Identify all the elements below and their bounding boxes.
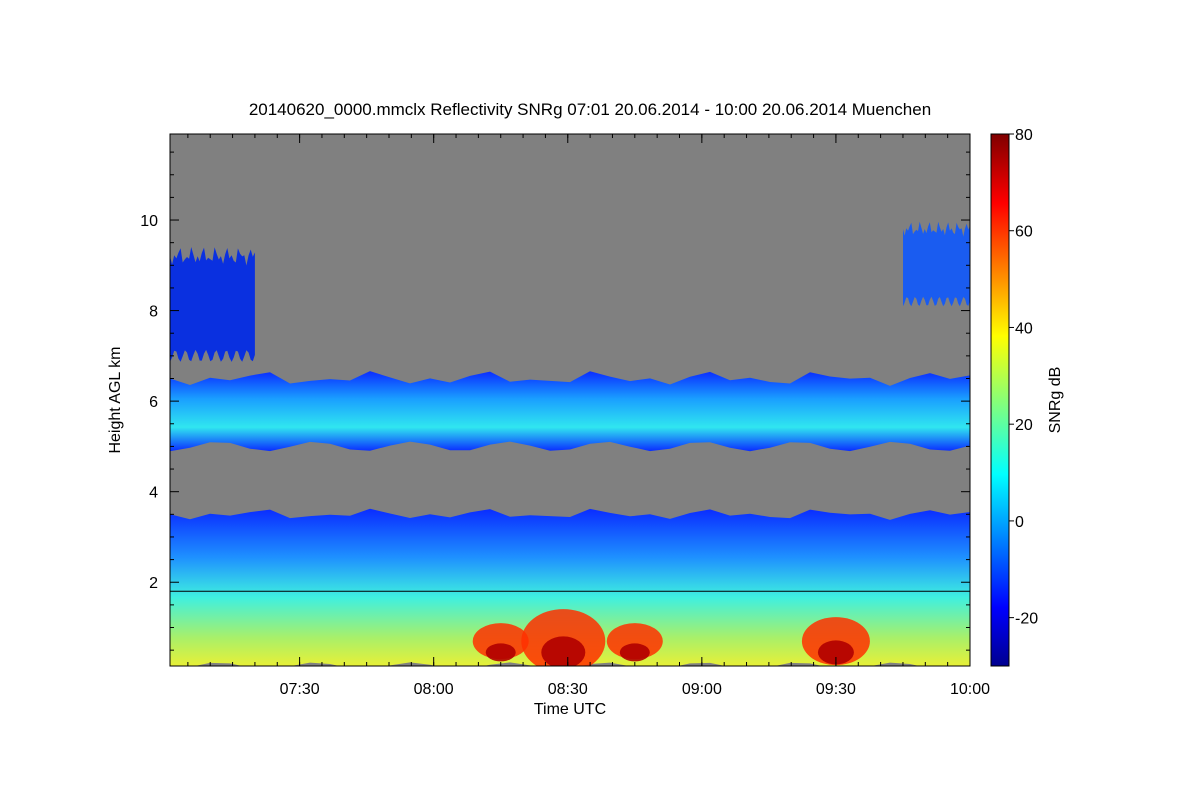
x-tick-label: 08:00 bbox=[414, 681, 454, 698]
upper-cloud bbox=[903, 221, 970, 307]
colorbar-tick-label: 0 bbox=[1015, 514, 1024, 531]
upper-patches bbox=[170, 247, 255, 362]
convective-core-center bbox=[541, 636, 586, 666]
colorbar-tick-label: 40 bbox=[1015, 320, 1033, 337]
x-tick-label: 08:30 bbox=[548, 681, 588, 698]
colorbar-ticks: -20 0 20 40 60 80 bbox=[1009, 127, 1038, 628]
convective-core-center bbox=[817, 640, 854, 665]
convective-core-center bbox=[485, 643, 516, 662]
y-tick-label: 10 bbox=[140, 213, 158, 230]
cirrus-layer bbox=[170, 371, 970, 452]
plot-frame bbox=[169, 133, 971, 667]
boundary-layer bbox=[170, 508, 970, 666]
x-tick-label: 10:00 bbox=[950, 681, 990, 698]
x-tick-label: 07:30 bbox=[280, 681, 320, 698]
y-tick-label: 8 bbox=[149, 304, 158, 321]
colorbar bbox=[990, 133, 1010, 667]
colorbar-tick-label: 80 bbox=[1015, 127, 1033, 144]
y-axis-label: Height AGL km bbox=[107, 346, 124, 453]
y-tick-label: 4 bbox=[149, 485, 158, 502]
y-tick-label: 6 bbox=[149, 394, 158, 411]
colorbar-tick-label: 20 bbox=[1015, 417, 1033, 434]
overlay-line bbox=[170, 584, 970, 592]
colorbar-label: SNRg dB bbox=[1047, 367, 1064, 434]
x-tick-label: 09:00 bbox=[682, 681, 722, 698]
y-tick-label: 2 bbox=[149, 575, 158, 592]
colorbar-tick-label: 60 bbox=[1015, 224, 1033, 241]
chart-title: 20140620_0000.mmclx Reflectivity SNRg 07… bbox=[249, 100, 931, 119]
colorbar-tick-label: -20 bbox=[1015, 611, 1038, 628]
x-axis-label: Time UTC bbox=[534, 701, 606, 718]
heatmap-area bbox=[170, 221, 970, 666]
y-axis: 2 4 6 8 10 bbox=[140, 151, 970, 651]
x-tick-label: 09:30 bbox=[816, 681, 856, 698]
x-axis: 07:30 08:00 08:30 09:00 09:30 10:00 bbox=[187, 134, 990, 698]
convective-core-center bbox=[619, 643, 650, 662]
